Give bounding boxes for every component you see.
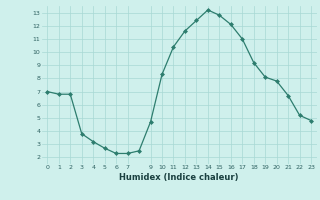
X-axis label: Humidex (Indice chaleur): Humidex (Indice chaleur) bbox=[119, 173, 239, 182]
